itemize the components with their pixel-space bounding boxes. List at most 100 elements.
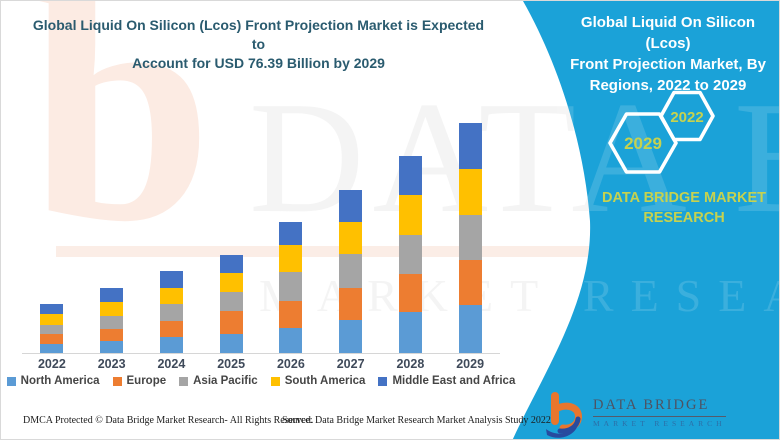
logo-name: DATA BRIDGE bbox=[593, 397, 726, 417]
legend-label: North America bbox=[20, 375, 100, 387]
bar-segment bbox=[279, 272, 303, 301]
bar-segment bbox=[279, 300, 303, 328]
data-bridge-logo: DATA BRIDGE MARKET RESEARCH bbox=[544, 392, 726, 438]
bar-segment bbox=[398, 156, 422, 195]
legend-swatch-icon bbox=[378, 376, 388, 386]
bar-segment bbox=[458, 169, 482, 215]
bar-segment bbox=[40, 343, 64, 353]
bar-2025 bbox=[201, 1, 261, 353]
bar-segment bbox=[219, 273, 243, 292]
side-panel-title-line2: Front Projection Market, By bbox=[570, 56, 766, 73]
x-axis-label: 2024 bbox=[157, 357, 186, 371]
bar-2028 bbox=[381, 1, 441, 353]
bar-segment bbox=[339, 221, 363, 255]
bar-segment bbox=[339, 254, 363, 288]
x-axis-label: 2027 bbox=[336, 357, 365, 371]
bar-segment bbox=[159, 270, 183, 289]
logo-text: DATA BRIDGE MARKET RESEARCH bbox=[593, 392, 726, 428]
bar-segment bbox=[40, 324, 64, 334]
x-axis-label: 2028 bbox=[396, 357, 425, 371]
legend-item: Middle East and Africa bbox=[378, 375, 515, 387]
watermark-b-logo: b bbox=[29, 0, 213, 290]
watermark-text-row2-blue: MARKET RESEARCH bbox=[557, 270, 779, 321]
bar-2026 bbox=[261, 1, 321, 353]
bar-segment bbox=[100, 315, 124, 329]
bar-segment bbox=[219, 291, 243, 312]
stacked-bar-2023 bbox=[100, 287, 124, 353]
bar-2027 bbox=[321, 1, 381, 353]
hexagon-2029-label: 2029 bbox=[624, 134, 662, 153]
brand-wordmark: DATA BRIDGE MARKET RESEARCH bbox=[581, 188, 779, 228]
bar-segment bbox=[458, 214, 482, 261]
hexagon-2029-icon bbox=[608, 112, 678, 174]
legend-item: South America bbox=[270, 375, 366, 387]
stacked-bar-2025 bbox=[219, 254, 243, 353]
legend-swatch-icon bbox=[270, 376, 280, 386]
bar-segment bbox=[100, 328, 124, 342]
bar-chart-plot-area bbox=[22, 1, 500, 353]
bar-2023 bbox=[82, 1, 142, 353]
bar-segment bbox=[279, 245, 303, 273]
brand-wordmark-line2: RESEARCH bbox=[643, 210, 725, 226]
bar-segment bbox=[40, 333, 64, 344]
stacked-bar-2024 bbox=[159, 270, 183, 353]
bar-segment bbox=[339, 189, 363, 222]
legend-label: Europe bbox=[126, 375, 167, 387]
bar-segment bbox=[398, 312, 422, 353]
stacked-bar-2026 bbox=[279, 222, 303, 353]
data-bridge-b-icon bbox=[546, 392, 582, 438]
side-panel-title: Global Liquid On Silicon (Lcos) Front Pr… bbox=[561, 12, 775, 96]
bar-segment bbox=[339, 287, 363, 321]
bar-segment bbox=[100, 341, 124, 353]
stacked-bar-2027 bbox=[339, 189, 363, 353]
source-text: Source: Data Bridge Market Research Mark… bbox=[282, 415, 551, 426]
bar-segment bbox=[219, 311, 243, 334]
stacked-bar-2029 bbox=[458, 122, 482, 353]
legend-label: South America bbox=[284, 375, 366, 387]
x-axis-label: 2026 bbox=[276, 357, 305, 371]
chart-title-line2: Account for USD 76.39 Billion by 2029 bbox=[132, 55, 385, 71]
chart-title-line1: Global Liquid On Silicon (Lcos) Front Pr… bbox=[32, 17, 485, 52]
bar-segment bbox=[458, 122, 482, 170]
year-hexagons: 2029 2022 bbox=[608, 90, 715, 174]
legend-label: Asia Pacific bbox=[193, 375, 258, 387]
brand-wordmark-line1: DATA BRIDGE MARKET bbox=[601, 190, 767, 206]
hexagon-2022-label: 2022 bbox=[670, 109, 703, 126]
x-axis-label: 2023 bbox=[97, 357, 126, 371]
bar-segment bbox=[458, 305, 482, 353]
bar-segment bbox=[40, 304, 64, 315]
chart-legend: North America Europe Asia Pacific South Ame… bbox=[6, 375, 515, 387]
x-axis-label: 2025 bbox=[217, 357, 246, 371]
bar-segment bbox=[219, 334, 243, 353]
copyright-text: DMCA Protected © Data Bridge Market Rese… bbox=[23, 415, 314, 426]
bar-segment bbox=[279, 328, 303, 353]
stacked-bar-2022 bbox=[40, 304, 64, 353]
bar-segment bbox=[159, 320, 183, 338]
x-axis-labels: 2022 2023 2024 2025 2026 2027 2028 2029 bbox=[22, 357, 500, 371]
legend-swatch-icon bbox=[179, 376, 189, 386]
x-axis-label: 2029 bbox=[456, 357, 485, 371]
legend-swatch-icon bbox=[6, 376, 16, 386]
side-panel-title-line1: Global Liquid On Silicon (Lcos) bbox=[580, 14, 756, 52]
side-panel-title-line3: Regions, 2022 to 2029 bbox=[589, 77, 747, 94]
bar-segment bbox=[279, 222, 303, 246]
hexagon-2022-icon bbox=[659, 90, 715, 142]
legend-label: Middle East and Africa bbox=[392, 375, 516, 387]
bar-segment bbox=[159, 304, 183, 321]
bar-segment bbox=[458, 260, 482, 306]
legend-item: Asia Pacific bbox=[179, 375, 258, 387]
bar-2022 bbox=[22, 1, 82, 353]
x-axis-label: 2022 bbox=[37, 357, 66, 371]
bar-segment bbox=[159, 337, 183, 353]
stacked-bar-2028 bbox=[398, 156, 422, 353]
bar-segment bbox=[339, 320, 363, 353]
bar-segment bbox=[398, 274, 422, 313]
legend-item: North America bbox=[6, 375, 100, 387]
bar-segment bbox=[159, 288, 183, 305]
bar-segment bbox=[398, 234, 422, 275]
bar-segment bbox=[100, 301, 124, 316]
chart-title: Global Liquid On Silicon (Lcos) Front Pr… bbox=[26, 16, 491, 73]
bar-segment bbox=[100, 287, 124, 302]
